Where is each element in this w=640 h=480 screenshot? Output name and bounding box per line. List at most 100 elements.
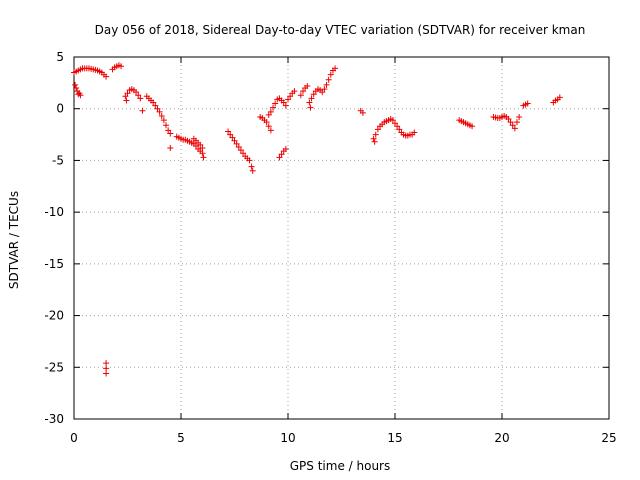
data-point xyxy=(513,119,520,126)
data-point xyxy=(122,93,129,100)
data-point xyxy=(229,134,236,141)
data-point xyxy=(158,112,165,119)
x-tick-label: 25 xyxy=(601,431,616,445)
data-point xyxy=(263,119,270,126)
data-point xyxy=(231,137,238,144)
y-tick-label: -20 xyxy=(44,309,64,323)
data-point xyxy=(392,120,398,127)
data-point xyxy=(371,138,378,145)
data-point xyxy=(321,86,328,93)
data-point xyxy=(246,157,253,164)
data-point xyxy=(167,145,174,152)
data-point xyxy=(133,89,140,96)
data-point xyxy=(308,95,315,102)
data-point xyxy=(374,126,381,133)
data-point xyxy=(139,107,146,114)
x-tick-label: 5 xyxy=(177,431,185,445)
data-point xyxy=(332,65,339,72)
data-point xyxy=(507,119,514,126)
data-point xyxy=(199,150,206,157)
data-point xyxy=(124,90,131,97)
axis-ticks xyxy=(73,56,610,420)
data-point xyxy=(282,102,289,109)
data-point xyxy=(306,99,313,106)
data-point xyxy=(325,76,332,83)
plot-area-frame xyxy=(73,56,610,420)
data-point xyxy=(167,130,174,137)
y-tick-label: 5 xyxy=(56,50,64,64)
data-point xyxy=(227,131,234,138)
data-point xyxy=(165,127,172,134)
y-tick-label: 0 xyxy=(56,102,64,116)
data-point xyxy=(278,151,285,158)
data-point xyxy=(235,143,242,150)
data-point xyxy=(123,97,130,104)
data-points xyxy=(71,62,563,377)
data-point xyxy=(233,140,240,147)
data-point xyxy=(280,99,287,106)
data-point xyxy=(103,365,110,372)
x-tick-label: 0 xyxy=(70,431,78,445)
data-point xyxy=(509,122,516,129)
data-point xyxy=(192,142,199,149)
data-point xyxy=(267,127,274,134)
data-point xyxy=(276,154,283,161)
data-point xyxy=(200,154,207,161)
data-point xyxy=(237,147,244,154)
data-point xyxy=(524,100,531,107)
data-point xyxy=(287,93,294,100)
data-point xyxy=(118,63,125,70)
data-point xyxy=(225,128,232,135)
data-point xyxy=(282,146,289,153)
chart-title: Day 056 of 2018, Sidereal Day-to-day VTE… xyxy=(95,23,586,37)
data-point xyxy=(310,91,317,98)
data-point xyxy=(327,71,334,78)
x-tick-labels: 0 5 10 15 20 25 xyxy=(70,431,616,445)
data-point xyxy=(359,109,366,116)
data-point xyxy=(516,113,523,120)
data-point xyxy=(199,145,206,152)
data-point xyxy=(152,102,159,109)
x-tick-label: 15 xyxy=(387,431,402,445)
data-point xyxy=(285,96,291,103)
data-point xyxy=(469,123,476,130)
data-point xyxy=(135,92,142,99)
data-point xyxy=(396,126,403,133)
x-tick-label: 10 xyxy=(280,431,295,445)
data-point xyxy=(307,104,314,111)
data-point xyxy=(511,125,518,132)
data-point xyxy=(103,370,110,377)
data-point xyxy=(304,82,311,89)
data-point xyxy=(160,117,167,124)
y-tick-labels: -30 -25 -20 -15 -10 -5 0 5 xyxy=(44,50,64,426)
y-tick-label: -25 xyxy=(44,360,64,374)
data-point xyxy=(72,81,79,88)
data-point xyxy=(265,111,272,118)
y-tick-label: -5 xyxy=(52,153,64,167)
data-point xyxy=(556,94,563,101)
data-point xyxy=(505,116,512,123)
data-point xyxy=(370,135,377,142)
data-point xyxy=(270,104,277,111)
data-point xyxy=(154,105,161,112)
data-point xyxy=(150,99,157,106)
data-point xyxy=(267,108,274,115)
data-point xyxy=(103,73,110,80)
y-tick-label: -10 xyxy=(44,205,64,219)
data-point xyxy=(389,117,396,124)
grid-lines xyxy=(74,57,609,419)
data-point xyxy=(394,123,401,130)
data-point xyxy=(272,100,279,107)
data-point xyxy=(248,163,255,170)
x-tick-label: 20 xyxy=(494,431,509,445)
data-point xyxy=(372,131,379,138)
data-point xyxy=(411,129,418,136)
data-point xyxy=(265,123,272,130)
data-point xyxy=(323,81,330,88)
y-tick-label: -15 xyxy=(44,257,64,271)
y-axis-label: SDTVAR / TECUs xyxy=(7,191,21,289)
y-tick-label: -30 xyxy=(44,412,64,426)
data-point xyxy=(240,150,247,157)
data-point xyxy=(249,167,256,174)
